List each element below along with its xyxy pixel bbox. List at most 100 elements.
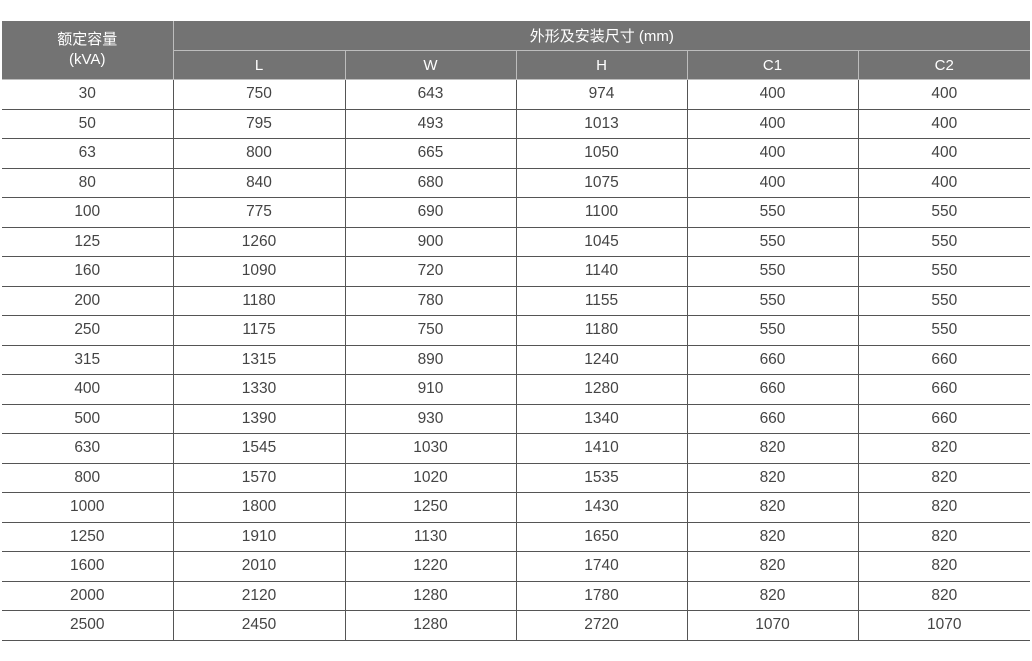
dimension-cell: 550 (857, 286, 1031, 316)
dimension-cell: 820 (686, 522, 858, 552)
dimension-cell: 643 (344, 79, 516, 110)
column-header-l: L (172, 50, 346, 80)
dimension-cell: 400 (686, 168, 858, 198)
dimension-cell: 550 (857, 197, 1031, 228)
table-row: 1250 1910 1130 1650 820 820 (2, 522, 1031, 552)
table-row: 315 1315 890 1240 660 660 (2, 345, 1031, 375)
dimension-cell: 1280 (515, 374, 687, 405)
dimension-cell: 660 (686, 345, 858, 375)
dimension-cell: 1535 (515, 463, 687, 493)
dimension-cell: 2010 (172, 551, 345, 582)
dimension-cell: 820 (686, 492, 858, 523)
table-row: 80 840 680 1075 400 400 (2, 168, 1031, 198)
dimensions-table: 额定容量 (kVA) 外形及安装尺寸 (mm) L W H C1 C2 30 750 643… (2, 21, 1031, 641)
dimension-cell: 2450 (172, 610, 345, 641)
dimension-cell: 820 (857, 522, 1031, 552)
capacity-cell: 160 (2, 256, 173, 287)
capacity-cell: 63 (2, 138, 173, 169)
capacity-cell: 250 (2, 315, 173, 346)
table-row: 2000 2120 1280 1780 820 820 (2, 581, 1031, 611)
capacity-cell: 630 (2, 433, 173, 464)
dimension-cell: 550 (686, 197, 858, 228)
capacity-cell: 500 (2, 404, 173, 434)
capacity-cell: 125 (2, 227, 173, 257)
capacity-label: 额定容量 (57, 31, 118, 48)
dimension-cell: 820 (857, 463, 1031, 493)
table-row: 630 1545 1030 1410 820 820 (2, 433, 1031, 464)
capacity-cell: 30 (2, 79, 173, 110)
capacity-cell: 50 (2, 109, 173, 139)
column-header-w: W (344, 50, 517, 80)
dimension-cell: 720 (344, 256, 516, 287)
table-row: 50 795 493 1013 400 400 (2, 109, 1031, 139)
table-row: 200 1180 780 1155 550 550 (2, 286, 1031, 316)
capacity-cell: 1000 (2, 492, 173, 523)
dimension-cell: 780 (344, 286, 516, 316)
capacity-header: 额定容量 (kVA) (2, 21, 174, 80)
dimension-cell: 1050 (515, 138, 687, 169)
dimension-cell: 820 (857, 492, 1031, 523)
dimension-cell: 974 (515, 79, 687, 110)
dimension-cell: 1030 (344, 433, 516, 464)
dimension-cell: 1013 (515, 109, 687, 139)
dimension-cell: 820 (686, 463, 858, 493)
dimension-cell: 1280 (344, 610, 516, 641)
capacity-unit: (kVA) (69, 51, 106, 68)
dimension-cell: 930 (344, 404, 516, 434)
dimension-cell: 820 (686, 433, 858, 464)
dimension-cell: 1740 (515, 551, 687, 582)
dimension-cell: 820 (857, 581, 1031, 611)
table-row: 30 750 643 974 400 400 (2, 79, 1031, 110)
dimension-cell: 660 (686, 404, 858, 434)
dimension-cell: 550 (857, 227, 1031, 257)
dimension-cell: 1155 (515, 286, 687, 316)
column-header-h: H (515, 50, 688, 80)
dimension-cell: 795 (172, 109, 345, 139)
dimension-cell: 1180 (515, 315, 687, 346)
dimension-cell: 400 (857, 168, 1031, 198)
dimension-cell: 550 (857, 315, 1031, 346)
dimension-cell: 493 (344, 109, 516, 139)
dimension-cell: 690 (344, 197, 516, 228)
dimension-cell: 400 (686, 109, 858, 139)
dimension-cell: 660 (686, 374, 858, 405)
capacity-cell: 400 (2, 374, 173, 405)
table-row: 160 1090 720 1140 550 550 (2, 256, 1031, 287)
column-header-c2: C2 (857, 50, 1031, 80)
dimension-cell: 1910 (172, 522, 345, 552)
dimension-cell: 1045 (515, 227, 687, 257)
dimension-cell: 680 (344, 168, 516, 198)
dimension-cell: 1075 (515, 168, 687, 198)
table-row: 400 1330 910 1280 660 660 (2, 374, 1031, 405)
dimension-cell: 665 (344, 138, 516, 169)
dimension-cell: 550 (857, 256, 1031, 287)
capacity-cell: 800 (2, 463, 173, 493)
dimension-cell: 820 (857, 433, 1031, 464)
table-row: 63 800 665 1050 400 400 (2, 138, 1031, 169)
dimension-cell: 1260 (172, 227, 345, 257)
table-row: 125 1260 900 1045 550 550 (2, 227, 1031, 257)
dimension-cell: 400 (857, 138, 1031, 169)
table-row: 100 775 690 1100 550 550 (2, 197, 1031, 228)
dimension-cell: 1280 (344, 581, 516, 611)
dimension-cell: 1570 (172, 463, 345, 493)
dimension-cell: 820 (686, 551, 858, 582)
dimension-cell: 820 (686, 581, 858, 611)
table-row: 500 1390 930 1340 660 660 (2, 404, 1031, 434)
dimension-cell: 750 (344, 315, 516, 346)
dimension-cell: 400 (686, 138, 858, 169)
dimension-cell: 900 (344, 227, 516, 257)
dimension-cell: 1545 (172, 433, 345, 464)
table-row: 1600 2010 1220 1740 820 820 (2, 551, 1031, 582)
dimension-cell: 400 (686, 79, 858, 110)
dimension-cell: 1250 (344, 492, 516, 523)
capacity-cell: 1600 (2, 551, 173, 582)
dimension-cell: 1130 (344, 522, 516, 552)
capacity-cell: 200 (2, 286, 173, 316)
dimension-cell: 1340 (515, 404, 687, 434)
dimension-cell: 1430 (515, 492, 687, 523)
capacity-cell: 80 (2, 168, 173, 198)
dimension-cell: 400 (857, 79, 1031, 110)
dimension-cell: 660 (857, 345, 1031, 375)
table-row: 800 1570 1020 1535 820 820 (2, 463, 1031, 493)
